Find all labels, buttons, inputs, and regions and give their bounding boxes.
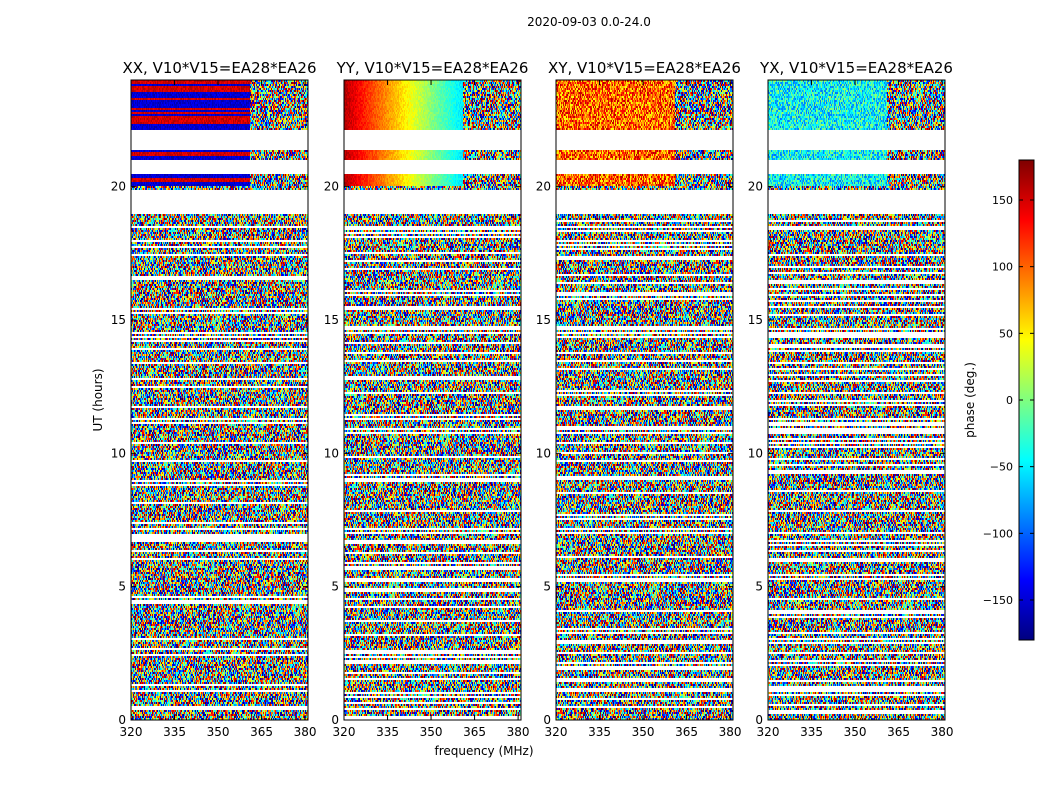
panel-xx: XX, V10*V15=EA28*EA26 320 335 350 365 380 0 5 10… — [111, 59, 317, 739]
suptitle: 2020-09-03 0.0-24.0 — [527, 15, 651, 29]
y-tick-label: 20 — [111, 180, 126, 194]
heatmap-raster — [344, 80, 521, 720]
heatmap-raster — [768, 80, 945, 720]
panel-title: XY, V10*V15=EA28*EA26 — [548, 59, 741, 77]
y-tick-label: 20 — [536, 180, 551, 194]
colorbar-tick-label: 100 — [992, 261, 1013, 274]
heatmap-raster — [131, 80, 308, 720]
x-tick-label: 335 — [376, 725, 399, 739]
y-tick-label: 15 — [748, 313, 763, 327]
x-tick-label: 350 — [844, 725, 867, 739]
colorbar: 150 100 50 0 −50 −100 −150 phase (deg.) — [963, 159, 1035, 641]
x-tick-label: 365 — [250, 725, 273, 739]
colorbar-tick-label: −50 — [990, 461, 1013, 474]
x-tick-label: 365 — [675, 725, 698, 739]
plot-frame — [555, 79, 734, 721]
colorbar-tick-label: −100 — [983, 527, 1013, 540]
y-tick-label: 5 — [543, 580, 551, 594]
x-tick-label: 365 — [887, 725, 910, 739]
x-tick-label: 350 — [207, 725, 230, 739]
plot-frame — [767, 79, 946, 721]
y-tick-label: 0 — [543, 713, 551, 727]
x-tick-label: 320 — [120, 725, 143, 739]
y-tick-label: 15 — [536, 313, 551, 327]
y-tick-label: 15 — [324, 313, 339, 327]
y-tick-label: 20 — [324, 180, 339, 194]
panel-yx: YX, V10*V15=EA28*EA26 320 335 350 365 380 0 5 10… — [748, 59, 954, 739]
x-tick-label: 380 — [294, 725, 317, 739]
y-tick-label: 15 — [111, 313, 126, 327]
x-tick-label: 320 — [757, 725, 780, 739]
y-tick-label: 0 — [331, 713, 339, 727]
y-tick-label: 0 — [118, 713, 126, 727]
y-tick-label: 5 — [118, 580, 126, 594]
x-tick-label: 335 — [800, 725, 823, 739]
panel-title: XX, V10*V15=EA28*EA26 — [122, 59, 316, 77]
x-tick-label: 320 — [333, 725, 356, 739]
x-tick-label: 365 — [463, 725, 486, 739]
panels: XX, V10*V15=EA28*EA26 320 335 350 365 380 0 5 10… — [111, 59, 954, 739]
y-tick-label: 10 — [536, 446, 551, 460]
y-tick-label: 0 — [755, 713, 763, 727]
x-tick-label: 335 — [163, 725, 186, 739]
x-axis-label: frequency (MHz) — [434, 744, 533, 758]
y-axis-label: UT (hours) — [91, 368, 105, 431]
y-tick-label: 5 — [755, 580, 763, 594]
colorbar-tick-label: −150 — [983, 594, 1013, 607]
panel-xy: XY, V10*V15=EA28*EA26 320 335 350 365 380 0 5 10… — [536, 59, 742, 739]
plot-frame — [130, 79, 309, 721]
colorbar-tick-label: 50 — [999, 327, 1013, 340]
x-tick-label: 320 — [545, 725, 568, 739]
x-tick-label: 380 — [507, 725, 530, 739]
heatmap-raster — [556, 80, 733, 720]
panel-yy: YY, V10*V15=EA28*EA26 320 335 350 365 380 0 5 10… — [324, 59, 530, 739]
x-tick-label: 380 — [931, 725, 954, 739]
colorbar-tick-label: 0 — [1006, 394, 1013, 407]
y-tick-label: 20 — [748, 180, 763, 194]
x-tick-label: 380 — [719, 725, 742, 739]
panel-title: YY, V10*V15=EA28*EA26 — [336, 59, 529, 77]
x-tick-label: 350 — [420, 725, 443, 739]
colorbar-label: phase (deg.) — [963, 362, 977, 438]
panel-title: YX, V10*V15=EA28*EA26 — [759, 59, 953, 77]
y-tick-label: 5 — [331, 580, 339, 594]
plot-frame — [343, 79, 522, 721]
y-tick-label: 10 — [748, 446, 763, 460]
x-tick-label: 335 — [588, 725, 611, 739]
colorbar-ticks: 150 100 50 0 −50 −100 −150 — [983, 194, 1034, 607]
y-tick-label: 10 — [111, 446, 126, 460]
y-tick-label: 10 — [324, 446, 339, 460]
x-tick-label: 350 — [632, 725, 655, 739]
colorbar-tick-label: 150 — [992, 194, 1013, 207]
